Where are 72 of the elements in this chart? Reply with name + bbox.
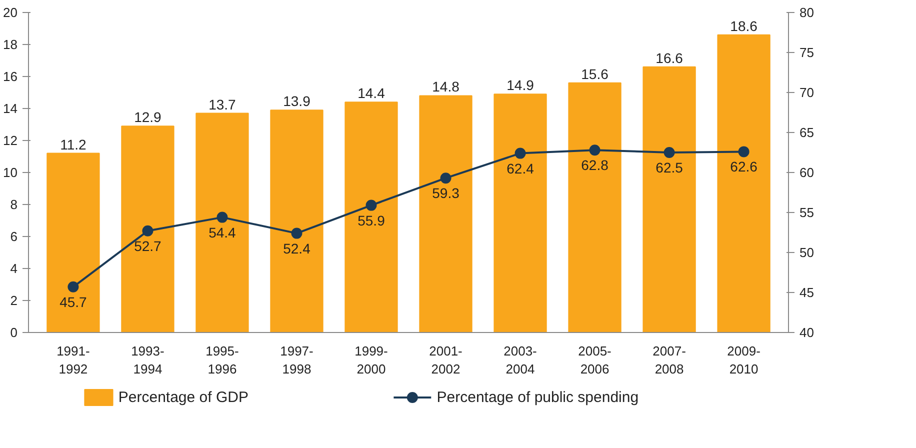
data-label: 12.9 — [134, 109, 162, 126]
y2-tick-label: 40 — [800, 325, 814, 340]
data-label: 14.9 — [506, 77, 534, 94]
bar — [270, 110, 324, 332]
data-label: 59.3 — [432, 185, 460, 202]
data-label: 62.6 — [730, 158, 758, 175]
point — [291, 228, 302, 239]
bar — [419, 95, 472, 332]
x-tick-label: 1999- 2000 — [354, 344, 388, 376]
bar — [121, 126, 174, 332]
y-tick-label: 14 — [3, 101, 18, 116]
data-label: 52.7 — [134, 238, 162, 254]
data-label: 13.7 — [208, 96, 236, 112]
x-tick-label: 1995- 1996 — [206, 344, 239, 376]
point — [440, 172, 452, 184]
data-label: 13.9 — [283, 93, 311, 110]
data-label: 54.4 — [208, 224, 236, 240]
x-tick-label: 2009- 2010 — [727, 344, 760, 376]
point — [664, 147, 675, 158]
data-label: 16.6 — [656, 50, 684, 66]
point — [589, 144, 600, 156]
x-tick-label: 2007- 2008 — [652, 344, 686, 376]
data-label: 52.4 — [283, 240, 311, 256]
x-tick-label: 2003- 2004 — [504, 344, 537, 376]
y-tick-label: 6 — [10, 229, 18, 244]
data-label: 45.7 — [60, 294, 88, 310]
point — [216, 212, 228, 223]
data-label: 62.4 — [506, 160, 534, 176]
point — [366, 200, 377, 211]
y2-tick-label: 50 — [800, 245, 814, 260]
x-tick-label: 1993- 1994 — [131, 344, 164, 376]
y2-tick-label: 55 — [800, 205, 814, 220]
y2-tick-label: 65 — [800, 125, 814, 140]
y-tick-label: 0 — [10, 325, 18, 340]
legend-label: Percentage of public spending — [436, 389, 639, 406]
y2-tick-label: 60 — [800, 165, 814, 180]
bar — [344, 102, 398, 332]
data-label: 11.2 — [60, 136, 87, 152]
data-label: 15.6 — [581, 66, 609, 82]
data-label: 14.8 — [432, 78, 460, 95]
y-tick-label: 2 — [10, 293, 18, 308]
point — [68, 281, 79, 292]
data-label: 55.9 — [358, 212, 386, 228]
y2-tick-label: 75 — [800, 45, 814, 60]
y2-tick-label: 45 — [800, 285, 814, 300]
bar — [196, 112, 249, 332]
data-label: 62.8 — [581, 157, 609, 174]
y2-tick-label: 70 — [800, 85, 814, 100]
y-tick-label: 10 — [3, 165, 18, 180]
y-tick-label: 8 — [10, 197, 18, 212]
bar — [494, 94, 547, 332]
bar — [717, 34, 770, 332]
y-tick-label: 4 — [10, 261, 18, 276]
legend-label: Percentage of GDP — [118, 389, 248, 406]
x-tick-label: 1991- 1992 — [56, 344, 90, 376]
data-label: 18.6 — [730, 18, 758, 34]
data-label: 62.5 — [656, 160, 684, 176]
bar — [642, 66, 696, 332]
x-tick-label: 2001- 2002 — [429, 344, 462, 376]
point — [738, 146, 750, 158]
y-tick-label: 20 — [3, 5, 18, 20]
x-tick-label: 1997- 1998 — [280, 344, 314, 376]
data-label: 14.4 — [358, 85, 386, 102]
y2-tick-label: 80 — [800, 5, 814, 20]
y-tick-label: 16 — [3, 69, 18, 84]
x-tick-label: 2005- 2006 — [578, 344, 612, 376]
y-tick-label: 18 — [3, 37, 18, 52]
point — [142, 225, 154, 236]
y-tick-label: 12 — [3, 133, 18, 148]
point — [514, 148, 526, 159]
bar — [46, 152, 100, 332]
bar — [568, 82, 622, 332]
